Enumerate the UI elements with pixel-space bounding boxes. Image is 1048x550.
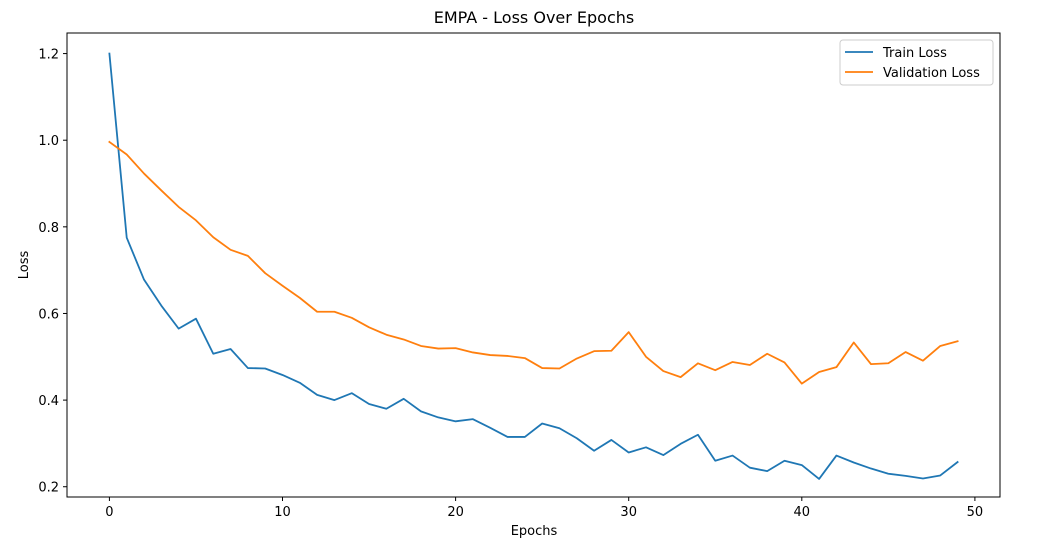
plot-frame xyxy=(66,32,1001,498)
y-tick-label: 0.4 xyxy=(38,394,59,409)
y-axis-label: Loss xyxy=(17,251,32,280)
x-tick-label: 0 xyxy=(105,505,113,520)
x-tick-label: 10 xyxy=(274,505,291,520)
ticks-layer: 0 10 20 30 40 50 0.2 0.4 0.6 0.8 1.0 1.2 xyxy=(38,48,983,520)
series-line-train-loss xyxy=(108,52,959,480)
y-tick-label: 1.0 xyxy=(38,134,59,149)
legend-label: Train Loss xyxy=(882,46,947,61)
series-line-validation-loss xyxy=(108,140,959,385)
y-tick-label: 0.8 xyxy=(38,221,59,236)
y-tick-label: 0.2 xyxy=(38,481,59,496)
legend-box xyxy=(839,39,994,86)
series-layer xyxy=(108,52,959,480)
x-tick-label: 50 xyxy=(967,505,984,520)
legend-label: Validation Loss xyxy=(883,66,980,81)
x-axis-label: Epochs xyxy=(511,524,558,539)
y-tick-label: 0.6 xyxy=(38,307,59,322)
x-tick-label: 30 xyxy=(620,505,637,520)
x-tick-label: 40 xyxy=(794,505,811,520)
chart-title: EMPA - Loss Over Epochs xyxy=(434,8,635,27)
y-tick-label: 1.2 xyxy=(38,48,59,63)
x-tick-label: 20 xyxy=(447,505,464,520)
legend: Train Loss Validation Loss xyxy=(839,39,994,86)
